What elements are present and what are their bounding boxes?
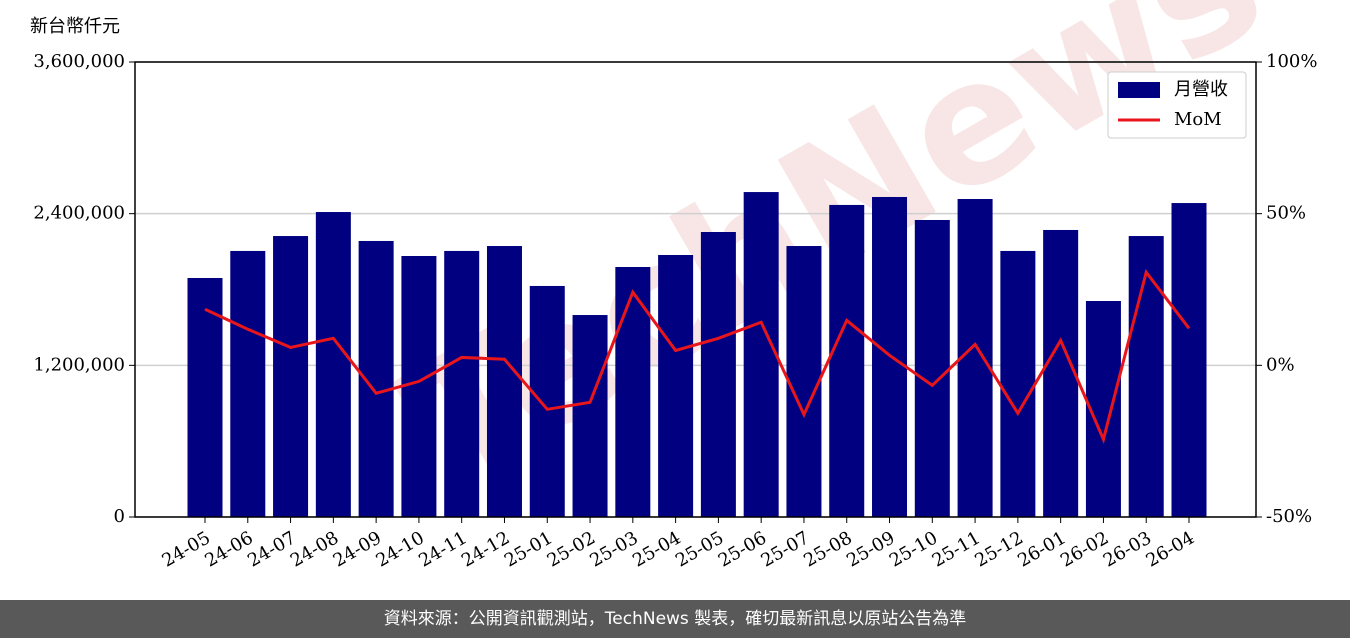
x-tick-label: 26-02: [1057, 527, 1112, 571]
bar: [444, 250, 480, 517]
legend-label: 月營收: [1174, 79, 1228, 100]
footer-text: 資料來源：公開資訊觀測站，TechNews 製表，確切最新訊息以原站公告為準: [384, 609, 966, 629]
x-tick-label: 24-09: [330, 527, 385, 571]
y2-tick-label: 50%: [1266, 203, 1306, 224]
bar: [273, 236, 309, 517]
x-tick-label: 25-11: [929, 527, 984, 571]
x-tick-label: 25-04: [629, 527, 684, 571]
y-tick-label: 1,200,000: [33, 354, 125, 375]
x-tick-label: 25-02: [544, 527, 599, 571]
x-tick-label: 25-12: [971, 527, 1026, 571]
bar: [700, 231, 736, 518]
bar: [1128, 236, 1164, 517]
bar: [1043, 229, 1079, 518]
x-tick-label: 24-11: [415, 527, 470, 571]
bar: [829, 204, 865, 517]
y-tick-label: 3,600,000: [33, 51, 125, 72]
footer-bar: [0, 600, 1350, 638]
bar: [187, 277, 223, 517]
x-tick-label: 26-01: [1014, 527, 1069, 571]
x-tick-label: 25-06: [715, 527, 770, 571]
bar: [957, 199, 993, 517]
bar: [230, 250, 266, 517]
y-tick-label: 0: [114, 506, 125, 527]
x-tick-label: 25-03: [586, 527, 641, 571]
x-tick-label: 25-07: [758, 527, 813, 571]
bar: [1000, 250, 1036, 517]
bar: [914, 219, 950, 517]
y2-tick-label: 0%: [1266, 354, 1295, 375]
bar: [401, 256, 437, 517]
bar: [486, 246, 522, 517]
y-tick-label: 2,400,000: [33, 203, 125, 224]
x-tick-label: 26-04: [1143, 527, 1198, 571]
x-tick-label: 24-05: [159, 527, 214, 571]
bar: [572, 315, 608, 517]
x-tick-label: 24-07: [244, 527, 299, 571]
y2-tick-label: 100%: [1266, 51, 1317, 72]
bar: [743, 192, 779, 517]
bar: [315, 212, 351, 517]
bar: [615, 267, 651, 517]
bar: [786, 246, 822, 517]
x-tick-label: 25-08: [800, 527, 855, 571]
bar: [529, 285, 565, 517]
line: [204, 268, 1191, 444]
x-tick-label: 25-10: [886, 527, 941, 571]
legend-label: MoM: [1174, 109, 1222, 130]
y-axis-title: 新台幣仟元: [30, 16, 120, 37]
x-tick-label: 24-12: [458, 527, 513, 571]
legend-swatch: [1118, 82, 1160, 98]
x-tick-label: 24-06: [201, 527, 256, 571]
x-tick-label: 24-10: [372, 527, 427, 571]
x-tick-label: 25-09: [843, 527, 898, 571]
x-tick-label: 26-03: [1100, 527, 1155, 571]
x-tick-label: 24-08: [287, 527, 342, 571]
x-tick-label: 25-01: [501, 527, 556, 571]
bar: [658, 254, 694, 517]
x-tick-label: 25-05: [672, 527, 727, 571]
bar: [1171, 203, 1207, 518]
plot-frame: [134, 61, 1257, 518]
y2-tick-label: -50%: [1266, 506, 1312, 527]
